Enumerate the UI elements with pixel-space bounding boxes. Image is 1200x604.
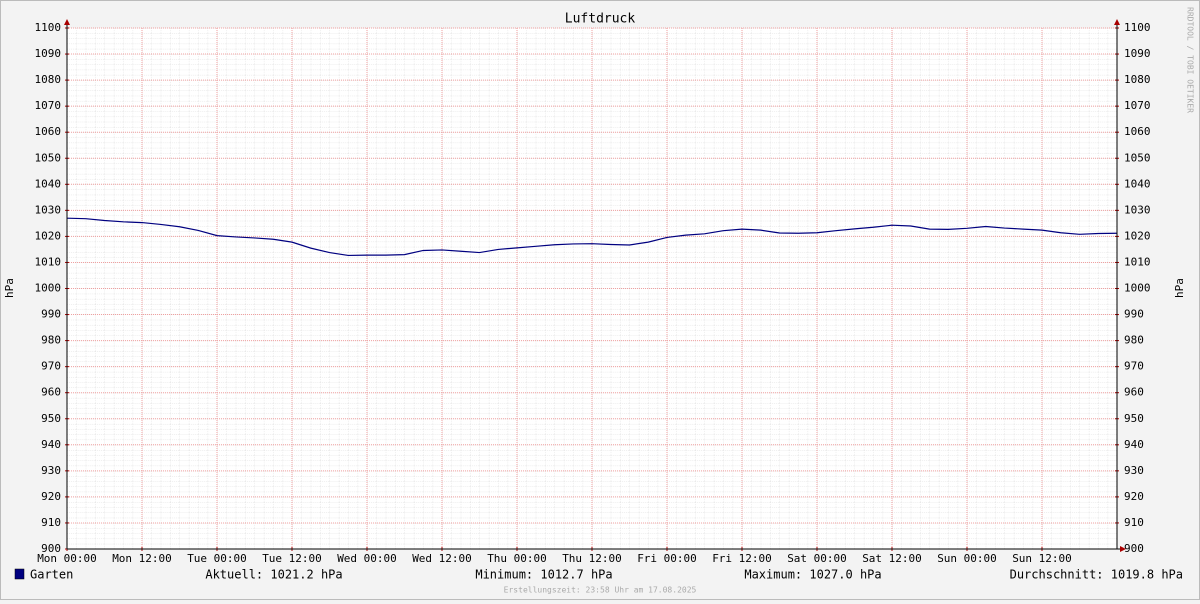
- y2-tick-label: 1090: [1124, 47, 1151, 60]
- y-tick-label: 950: [41, 412, 61, 425]
- y2-tick-label: 910: [1124, 516, 1144, 529]
- x-tick-label: Thu 00:00: [487, 552, 547, 565]
- x-tick-label: Fri 12:00: [712, 552, 772, 565]
- x-tick-label: Tue 12:00: [262, 552, 322, 565]
- y2-tick-label: 1100: [1124, 21, 1151, 34]
- y2-tick-label: 990: [1124, 308, 1144, 321]
- x-tick-label: Sat 00:00: [787, 552, 847, 565]
- x-tick-label: Thu 12:00: [562, 552, 622, 565]
- y2-tick-label: 970: [1124, 360, 1144, 373]
- axis-arrow: [1120, 546, 1126, 552]
- y2-tick-label: 1080: [1124, 73, 1151, 86]
- x-tick-label: Mon 12:00: [112, 552, 172, 565]
- series-line: [66, 217, 1118, 257]
- x-tick-label: Tue 00:00: [187, 552, 247, 565]
- y-tick-label: 980: [41, 334, 61, 347]
- x-tick-label: Sun 12:00: [1012, 552, 1072, 565]
- y2-tick-label: 980: [1124, 334, 1144, 347]
- y2-tick-label: 930: [1124, 464, 1144, 477]
- y2-tick-label: 920: [1124, 490, 1144, 503]
- y-tick-label: 1050: [35, 151, 62, 164]
- watermark: RRDTOOL / TOBI OETIKER: [1186, 7, 1195, 113]
- y2-axis-label: hPa: [1173, 278, 1186, 298]
- legend-stat: Durchschnitt: 1019.8 hPa: [1010, 568, 1183, 582]
- y2-tick-label: 1010: [1124, 255, 1151, 268]
- x-tick-label: Wed 00:00: [337, 552, 397, 565]
- y-tick-label: 990: [41, 308, 61, 321]
- y2-tick-label: 960: [1124, 386, 1144, 399]
- y-tick-label: 1000: [35, 282, 62, 295]
- y-tick-label: 1100: [35, 21, 62, 34]
- y-tick-label: 1070: [35, 99, 62, 112]
- axis-arrow: [1114, 19, 1120, 25]
- x-tick-label: Sat 12:00: [862, 552, 922, 565]
- y-tick-label: 920: [41, 490, 61, 503]
- y2-tick-label: 1040: [1124, 177, 1151, 190]
- y-axis-label: hPa: [3, 278, 16, 298]
- y-tick-label: 1030: [35, 203, 62, 216]
- y-tick-label: 960: [41, 386, 61, 399]
- chart-title: Luftdruck: [565, 12, 636, 27]
- y-tick-label: 900: [41, 542, 61, 555]
- legend-stat: Maximum: 1027.0 hPa: [744, 568, 881, 582]
- y-tick-label: 970: [41, 360, 61, 373]
- x-tick-label: Wed 12:00: [412, 552, 472, 565]
- footer: Erstellungszeit: 23:58 Uhr am 17.08.2025: [504, 586, 697, 595]
- y-tick-label: 1080: [35, 73, 62, 86]
- y2-tick-label: 1050: [1124, 151, 1151, 164]
- y2-tick-label: 950: [1124, 412, 1144, 425]
- legend-swatch: [14, 568, 25, 580]
- legend-label: Garten: [30, 568, 73, 582]
- y2-tick-label: 900: [1124, 542, 1144, 555]
- y2-tick-label: 940: [1124, 438, 1144, 451]
- legend-stat: Minimum: 1012.7 hPa: [475, 568, 612, 582]
- y-tick-label: 930: [41, 464, 61, 477]
- legend-stat: Aktuell: 1021.2 hPa: [205, 568, 342, 582]
- y2-tick-label: 1020: [1124, 229, 1151, 242]
- x-tick-label: Fri 00:00: [637, 552, 697, 565]
- y-tick-label: 910: [41, 516, 61, 529]
- y-tick-label: 940: [41, 438, 61, 451]
- y2-tick-label: 1070: [1124, 99, 1151, 112]
- y-tick-label: 1060: [35, 125, 62, 138]
- x-tick-label: Sun 00:00: [937, 552, 997, 565]
- y2-tick-label: 1060: [1124, 125, 1151, 138]
- y-tick-label: 1090: [35, 47, 62, 60]
- y2-tick-label: 1030: [1124, 203, 1151, 216]
- axis-arrow: [64, 19, 70, 25]
- marks: [66, 217, 1118, 257]
- y-tick-label: 1040: [35, 177, 62, 190]
- x-tick-label: Mon 00:00: [37, 552, 97, 565]
- y2-tick-label: 1000: [1124, 282, 1151, 295]
- y-tick-label: 1020: [35, 229, 62, 242]
- y-tick-label: 1010: [35, 255, 62, 268]
